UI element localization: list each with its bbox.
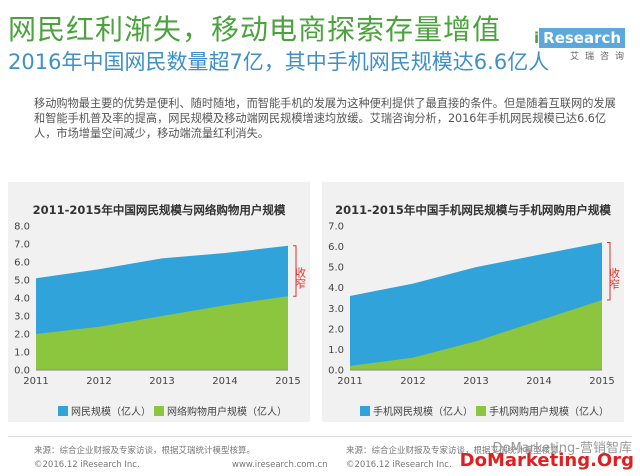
x-tick-label: 2012: [400, 376, 425, 387]
watermark-site: DoMarketing.Org: [459, 450, 634, 471]
annotation-label: 收窄: [608, 266, 621, 289]
x-tick-label: 2011: [337, 376, 362, 387]
y-tick-label: 3.0: [14, 312, 30, 323]
area-series-0-1: [36, 296, 288, 370]
y-tick-label: 6.0: [328, 242, 344, 253]
y-tick-label: 0.0: [14, 366, 30, 377]
legend-item-internet-users: 网民规模（亿人）: [58, 403, 151, 418]
y-tick-label: 7.0: [14, 240, 30, 251]
legend-swatch-blue: [360, 406, 370, 416]
watermark-wechat: DoMarketing-营销智库: [492, 441, 632, 456]
y-tick-label: 1.0: [328, 345, 344, 356]
logo-brand: Research: [539, 28, 626, 48]
logo-subtitle: 艾瑞咨询: [569, 52, 630, 62]
x-tick-label: 2015: [589, 376, 614, 387]
y-tick-label: 7.0: [328, 222, 344, 233]
legend-swatch-green: [476, 406, 486, 416]
legend-label: 网民规模（亿人）: [71, 407, 151, 418]
annotation-label: 收窄: [294, 266, 307, 289]
legend-left: 网民规模（亿人） 网络购物用户规模（亿人）: [8, 396, 310, 422]
footer-divider: [8, 436, 632, 437]
logo-i: i: [534, 29, 540, 47]
source-note-right: 来源：综合企业财报及专家访谈，根据艾瑞统计模型核算。: [346, 446, 568, 456]
chart-panel-right: 2011-2015年中国手机网民规模与手机网购用户规模 0.0 1.0 2.0 3.0…: [322, 182, 624, 422]
y-tick-label: 5.0: [14, 276, 30, 287]
legend-label: 手机网民规模（亿人）: [373, 407, 473, 418]
annotation-bracket: [293, 245, 297, 297]
y-tick-label: 4.0: [14, 294, 30, 305]
iresearch-logo: i Research 艾瑞咨询: [534, 28, 630, 62]
legend-label: 手机网购用户规模（亿人）: [489, 407, 609, 418]
x-tick-label: 2013: [463, 376, 488, 387]
legend-item-mobile-users: 手机网民规模（亿人）: [360, 403, 473, 418]
x-tick-label: 2014: [526, 376, 551, 387]
legend-right: 手机网民规模（亿人） 手机网购用户规模（亿人）: [322, 396, 624, 422]
y-tick-label: 6.0: [14, 258, 30, 269]
y-tick-label: 2.0: [14, 330, 30, 341]
website-left: www.iresearch.com.cn: [232, 460, 328, 470]
y-tick-label: 1.0: [14, 348, 30, 359]
x-tick-label: 2015: [275, 376, 300, 387]
page-title: 网民红利渐失，移动电商探索存量增值: [8, 13, 502, 46]
legend-swatch-blue: [58, 406, 68, 416]
legend-swatch-green: [154, 406, 164, 416]
x-tick-label: 2014: [212, 376, 237, 387]
y-tick-label: 2.0: [328, 324, 344, 335]
copyright-left: ©2016.12 iResearch Inc.: [34, 460, 140, 470]
page-subtitle: 2016年中国网民数量超7亿，其中手机网民规模达6.6亿人: [8, 50, 550, 74]
y-tick-label: 8.0: [14, 222, 30, 233]
x-tick-label: 2011: [23, 376, 48, 387]
y-tick-label: 3.0: [328, 304, 344, 315]
x-tick-label: 2012: [86, 376, 111, 387]
area-series-1-1: [350, 300, 602, 370]
chart-title-left: 2011-2015年中国网民规模与网络购物用户规模: [32, 203, 286, 217]
chart-panel-left: 2011-2015年中国网民规模与网络购物用户规模 0.0 1.0 2.0 3.0 4.…: [8, 182, 310, 422]
y-tick-label: 4.0: [328, 283, 344, 294]
source-note-left: 来源：综合企业财报及专家访谈，根据艾瑞统计模型核算。: [34, 446, 256, 456]
legend-label: 网络购物用户规模（亿人）: [167, 407, 287, 418]
x-tick-label: 2013: [149, 376, 174, 387]
copyright-right: ©2016.12 iResearch Inc.: [346, 460, 452, 470]
chart-left: 0.0 1.0 2.0 3.0 4.0 5.0 6.0 7.0 8.0 2011 2012 2013 2…: [14, 222, 307, 388]
legend-item-mobile-shoppers: 手机网购用户规模（亿人）: [476, 403, 609, 418]
legend-item-online-shoppers: 网络购物用户规模（亿人）: [154, 403, 287, 418]
y-tick-label: 0.0: [328, 366, 344, 377]
chart-right: 0.0 1.0 2.0 3.0 4.0 5.0 6.0 7.0 2011 2012 2013 2014…: [328, 222, 621, 388]
chart-title-right: 2011-2015年中国手机网民规模与手机网购用户规模: [335, 203, 611, 217]
annotation-bracket: [607, 241, 611, 301]
y-tick-label: 5.0: [328, 263, 344, 274]
summary-paragraph: 移动购物最主要的优势是便利、随时随地，而智能手机的发展为这种便利提供了最直接的条…: [34, 97, 616, 140]
